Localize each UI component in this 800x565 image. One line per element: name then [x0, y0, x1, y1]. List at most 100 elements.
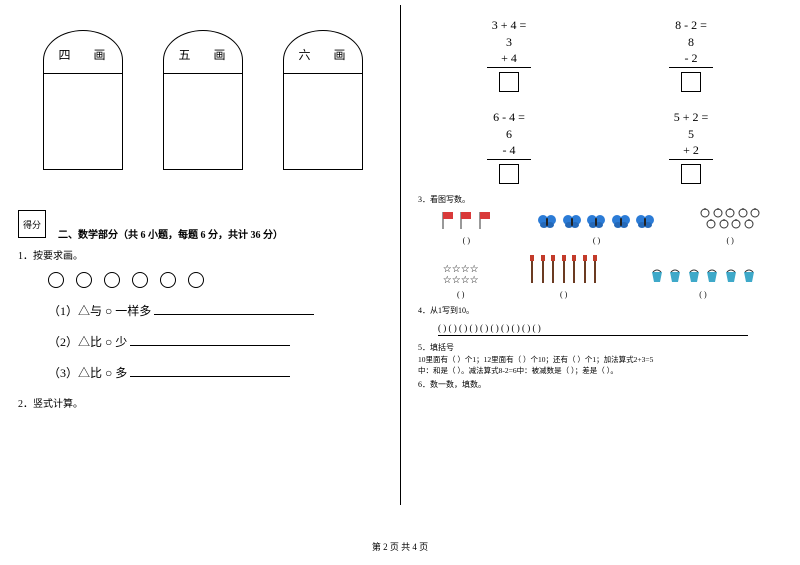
answer-box: [681, 72, 701, 92]
calc-col: 3 + 4 = 3 + 4: [459, 18, 559, 102]
arch-box: 六 画: [283, 30, 363, 170]
buckets-group: ( ): [649, 269, 758, 299]
bucket-icon: [724, 269, 738, 286]
right-column: 3 + 4 = 3 + 4 8 - 2 = 8 - 2 6 - 4 = 6 - …: [400, 0, 800, 520]
calc-b: + 4: [487, 51, 531, 68]
arch-box: 四 画: [43, 30, 123, 170]
arch-label: 五 画: [164, 46, 242, 63]
arch-line: [284, 73, 362, 74]
butterfly-icon: [611, 215, 631, 232]
butterfly-icon: [537, 215, 557, 232]
star-icon: ☆: [452, 264, 461, 275]
ring-icon: [706, 219, 716, 232]
stick-icon: [540, 255, 546, 286]
arches-row: 四 画 五 画 六 画: [43, 30, 382, 170]
pics-row-1: ( ) ( ): [418, 210, 782, 245]
calc-eq: 5 + 2 =: [641, 110, 741, 125]
stick-icon: [529, 255, 535, 286]
arch-box: 五 画: [163, 30, 243, 170]
stick-icon: [571, 255, 577, 286]
star-icon: ☆: [443, 264, 452, 275]
calc-col: 8 - 2 = 8 - 2: [641, 18, 741, 102]
calc-eq: 6 - 4 =: [459, 110, 559, 125]
butterfly-icon: [562, 215, 582, 232]
butterfly-icon: [586, 215, 606, 232]
circle-icon: [48, 272, 64, 288]
vertical-calc-row: 6 - 4 = 6 - 4 5 + 2 = 5 + 2: [418, 110, 782, 194]
bucket-icon: [705, 269, 719, 286]
q5-label: 5．填括号: [418, 342, 782, 354]
q3-label: 3．看图写数。: [418, 194, 782, 206]
circle-icon: [160, 272, 176, 288]
page: 四 画 五 画 六 画 得分 二、数学部分（共 6 小题，每题 6 分，共计 3…: [0, 0, 800, 520]
answer-box: [681, 164, 701, 184]
star-icon: ☆: [470, 275, 479, 286]
calc-b: - 4: [487, 143, 531, 160]
circle-icon: [188, 272, 204, 288]
flag-icon: [459, 211, 473, 232]
circles-row: [48, 272, 382, 288]
arch-label: 四 画: [44, 46, 122, 63]
answer-box: [499, 164, 519, 184]
circle-icon: [132, 272, 148, 288]
blank-line: [154, 305, 314, 315]
arch-line: [44, 73, 122, 74]
calc-a: 3: [459, 35, 559, 50]
section-title: 二、数学部分（共 6 小题，每题 6 分，共计 36 分）: [18, 226, 382, 241]
q2-label: 2．竖式计算。: [18, 395, 382, 410]
answer-box: [499, 72, 519, 92]
q5-text-a: 10里面有（ ）个1；12里面有（ ）个10；还有（ ）个1；加法算式2+3=5: [418, 354, 782, 365]
calc-b: + 2: [669, 143, 713, 160]
stick-icon: [550, 255, 556, 286]
rings-group: ( ): [700, 210, 760, 245]
vertical-calc-row: 3 + 4 = 3 + 4 8 - 2 = 8 - 2: [418, 18, 782, 102]
arch-line: [164, 73, 242, 74]
calc-a: 5: [641, 127, 741, 142]
paren-blank: ( ): [440, 236, 493, 245]
calc-a: 8: [641, 35, 741, 50]
calc-col: 6 - 4 = 6 - 4: [459, 110, 559, 194]
circle-icon: [104, 272, 120, 288]
q6-label: 6．数一数，填数。: [418, 379, 782, 391]
bucket-icon: [650, 269, 664, 286]
arch-label: 六 画: [284, 46, 362, 63]
calc-eq: 3 + 4 =: [459, 18, 559, 33]
calc-col: 5 + 2 = 5 + 2: [641, 110, 741, 194]
ring-icon: [744, 219, 754, 232]
star-icon: ☆: [461, 275, 470, 286]
paren-blank: ( ): [528, 290, 599, 299]
bucket-icon: [742, 269, 756, 286]
calc-eq: 8 - 2 =: [641, 18, 741, 33]
star-icon: ☆: [443, 275, 452, 286]
star-icon: ☆: [461, 264, 470, 275]
fill-line-2: （2）△比 ○ 少: [48, 333, 382, 350]
butterfly-group: ( ): [536, 215, 656, 245]
q1-label: 1．按要求画。: [18, 247, 382, 262]
fill-prefix: （3）△比 ○ 多: [48, 366, 127, 380]
butterfly-icon: [635, 215, 655, 232]
sticks-group: ( ): [528, 255, 599, 299]
stick-icon: [582, 255, 588, 286]
ring-icon: [719, 219, 729, 232]
stick-icon: [561, 255, 567, 286]
blank-line: [130, 336, 290, 346]
numline-blanks: ( ) ( ) ( ) ( ) ( ) ( ) ( ) ( ) ( ) ( ): [438, 323, 782, 333]
q5-text-b: 中：和是（ ）。减法算式8-2=6中：被减数是（ ）；差是（ ）。: [418, 365, 782, 376]
paren-blank: ( ): [443, 290, 479, 299]
fill-prefix: （2）△比 ○ 少: [48, 335, 127, 349]
stars-group: ☆☆☆☆ ☆☆☆☆ ( ): [443, 264, 479, 299]
q4-label: 4．从1写到10。: [418, 305, 782, 317]
pics-row-2: ☆☆☆☆ ☆☆☆☆ ( ) ( ): [418, 255, 782, 299]
flag-icon: [441, 211, 455, 232]
star-icon: ☆: [470, 264, 479, 275]
paren-blank: ( ): [536, 236, 656, 245]
page-footer: 第 2 页 共 4 页: [0, 540, 800, 553]
circle-icon: [76, 272, 92, 288]
stick-icon: [592, 255, 598, 286]
calc-b: - 2: [669, 51, 713, 68]
blank-line: [130, 367, 290, 377]
calc-a: 6: [459, 127, 559, 142]
flag-icon: [478, 211, 492, 232]
flags-group: ( ): [440, 211, 493, 245]
fill-line-3: （3）△比 ○ 多: [48, 364, 382, 381]
